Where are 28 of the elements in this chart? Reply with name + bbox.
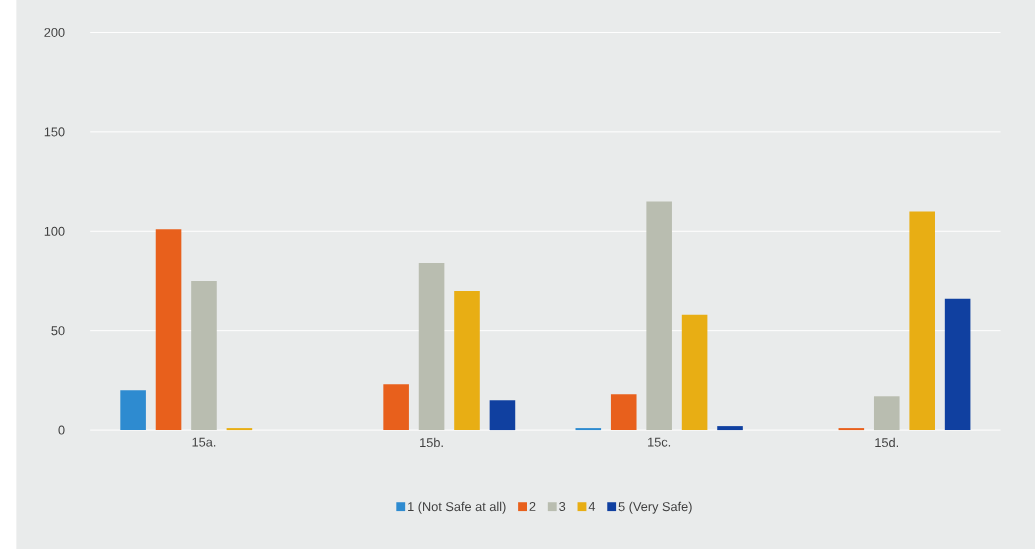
x-tick-label: 15b. (420, 437, 443, 448)
bar (489, 400, 516, 430)
bar (610, 394, 637, 430)
bar (717, 426, 743, 430)
x-tick-label: 15a. (192, 437, 216, 447)
y-tick-label: 200 (44, 27, 65, 37)
bar (383, 384, 409, 430)
legend-label: 4 (588, 501, 596, 511)
bar (944, 298, 971, 430)
bar (120, 390, 146, 430)
bar (191, 280, 217, 430)
bar (873, 396, 900, 430)
y-tick-label: 50 (51, 326, 65, 336)
x-tick-label: 15d. (875, 437, 898, 448)
legend-label: 3 (559, 501, 566, 511)
legend-label: 5 (Very Safe) (618, 501, 692, 514)
bar (454, 290, 480, 430)
x-tick-label: 15c. (648, 437, 671, 447)
bar (646, 201, 672, 430)
y-tick-label: 100 (44, 226, 65, 236)
legend-label: 1 (Not Safe at all) (408, 501, 506, 514)
bar (418, 263, 445, 430)
bar (681, 314, 708, 430)
bar (909, 211, 935, 430)
bar (155, 229, 182, 430)
legend-label: 2 (529, 501, 536, 511)
y-tick-label: 150 (44, 127, 65, 137)
y-tick-label: 0 (58, 425, 65, 435)
